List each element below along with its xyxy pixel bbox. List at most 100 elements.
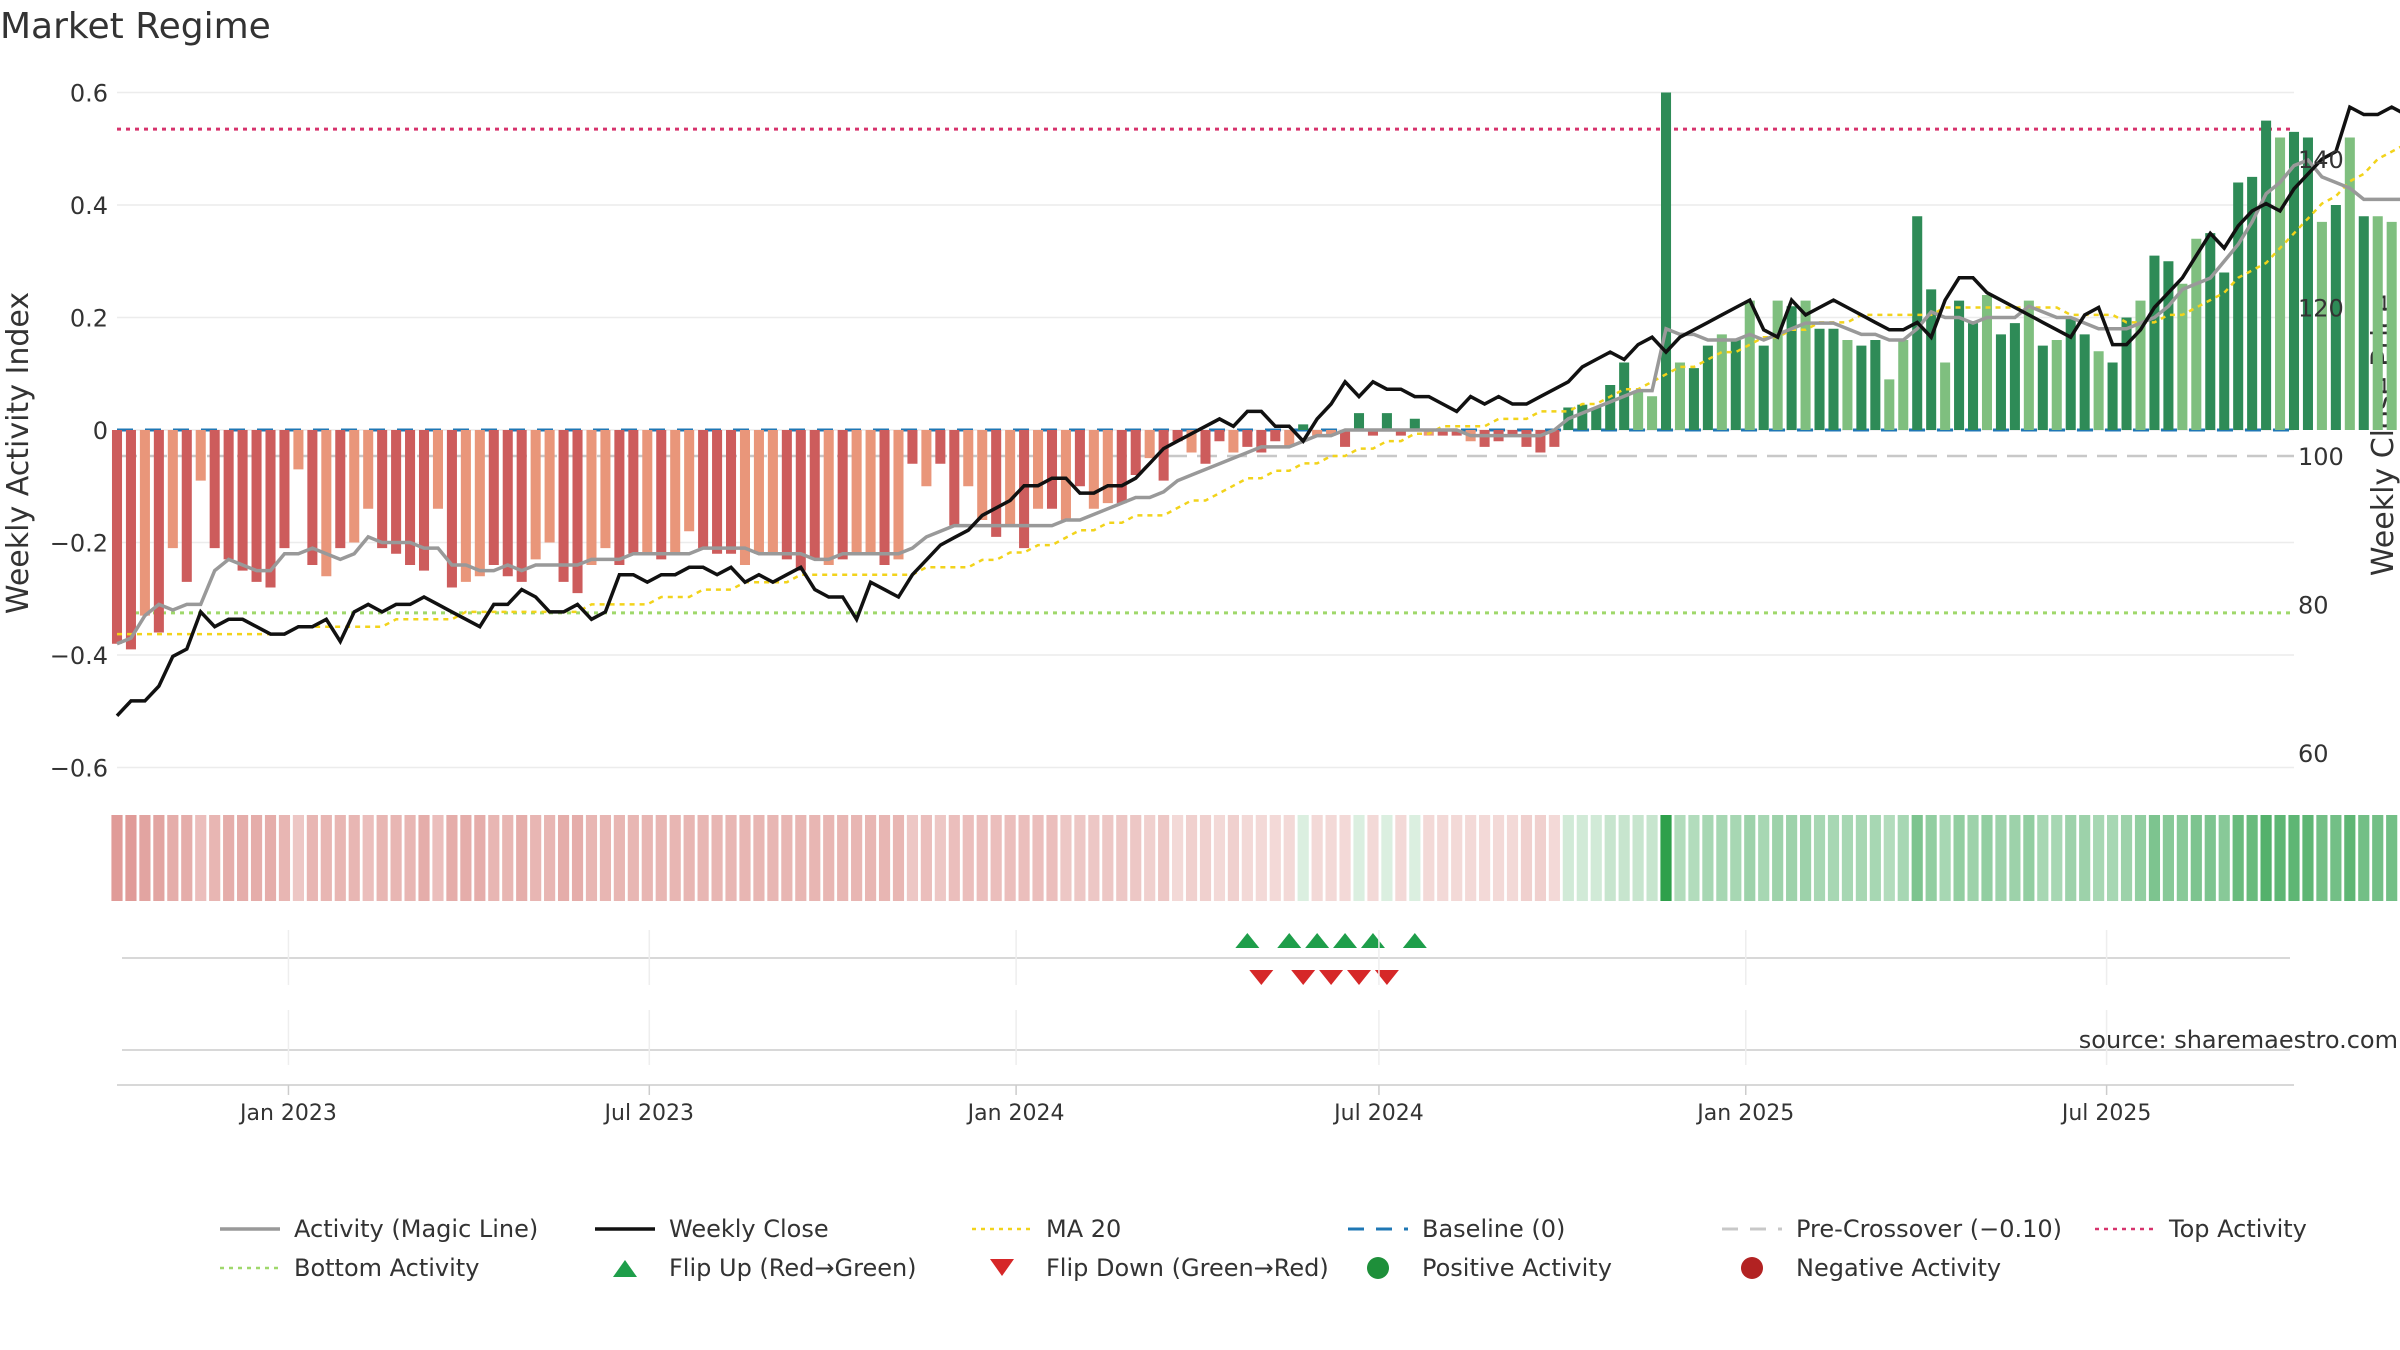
activity-bar <box>1046 430 1058 509</box>
activity-bar <box>1660 92 1672 430</box>
activity-bar <box>1479 430 1490 447</box>
left-tick-label: 0.4 <box>70 192 108 220</box>
flip-down-marker <box>1374 970 1399 985</box>
heat-cell <box>2065 815 2077 901</box>
activity-bar <box>1158 430 1169 481</box>
activity-bar <box>739 430 751 565</box>
activity-bar <box>1033 430 1044 509</box>
activity-bar <box>2358 216 2369 430</box>
chart-title: Market Regime <box>0 6 271 47</box>
activity-bar <box>391 430 402 554</box>
date-tick-label: Jul 2025 <box>2060 1101 2152 1126</box>
flip-down-icon <box>990 1259 1014 1276</box>
activity-bar <box>1856 345 1867 430</box>
heat-cell <box>1158 815 1170 901</box>
heat-cell <box>1311 815 1323 901</box>
flip-up-marker <box>1277 933 1302 948</box>
heat-cell <box>823 815 835 901</box>
heat-cell <box>181 815 193 901</box>
activity-bar <box>2330 205 2341 430</box>
heat-cell <box>1590 815 1602 901</box>
activity-bar <box>628 430 639 554</box>
legend-label: Weekly Close <box>669 1215 829 1243</box>
heat-cell <box>1381 815 1393 901</box>
activity-bar <box>139 430 150 616</box>
activity-bar <box>1842 340 1853 430</box>
heat-cell <box>2037 815 2049 901</box>
right-tick-label: 120 <box>2298 295 2344 323</box>
legend-label: Baseline (0) <box>1422 1215 1565 1243</box>
heat-cell <box>1451 815 1463 901</box>
heat-cell <box>292 815 304 901</box>
activity-bar <box>1019 430 1030 549</box>
activity-bar <box>502 430 513 577</box>
heat-cell <box>376 815 388 901</box>
activity-bar <box>1507 430 1518 436</box>
heat-cell <box>697 815 709 901</box>
activity-bar <box>558 430 569 582</box>
legend-label: Bottom Activity <box>294 1254 479 1282</box>
heat-cell <box>1116 815 1128 901</box>
heat-cell <box>516 815 528 901</box>
heat-cell <box>1492 815 1505 901</box>
date-tick-label: Jul 2023 <box>603 1101 695 1126</box>
activity-bar <box>851 430 862 554</box>
heat-cell <box>1674 815 1686 901</box>
activity-bar <box>1926 289 1937 430</box>
heat-cell <box>2358 815 2370 901</box>
heat-cell <box>739 815 751 901</box>
heat-cell <box>1185 815 1198 901</box>
date-tick-label: Jan 2025 <box>1695 1101 1794 1126</box>
heat-cell <box>2079 815 2091 901</box>
date-tick-label: Jan 2024 <box>966 1101 1065 1126</box>
activity-bar <box>1870 340 1881 430</box>
heat-cell <box>1241 815 1253 901</box>
heat-cell <box>864 815 877 901</box>
activity-bars <box>111 92 2397 650</box>
heat-cell <box>557 815 570 901</box>
activity-bar <box>418 430 430 571</box>
activity-bar <box>1088 430 1099 509</box>
heat-cell <box>418 815 430 901</box>
heat-cell <box>2204 815 2216 901</box>
heat-cell <box>446 815 458 901</box>
flip-up-marker <box>1402 933 1427 948</box>
heat-cell <box>2134 815 2147 901</box>
activity-bar <box>2233 182 2244 430</box>
activity-bar <box>2316 221 2327 430</box>
heat-cell <box>655 815 667 901</box>
activity-bar <box>1954 300 1965 430</box>
heat-cell <box>683 815 695 901</box>
activity-bar <box>865 430 876 554</box>
activity-bar <box>2205 233 2216 430</box>
left-tick-label: −0.4 <box>50 642 108 670</box>
left-axis-ticks: 0.6 0.4 0.2 0 −0.2 −0.4 −0.6 <box>50 80 108 783</box>
heat-cell <box>2023 815 2035 901</box>
heat-cell <box>1465 815 1477 901</box>
activity-bar <box>251 430 262 582</box>
heat-cell <box>753 815 765 901</box>
activity-bar <box>223 430 234 560</box>
activity-bar <box>698 430 709 549</box>
flip-down-marker <box>1347 970 1372 985</box>
flip-down-marker <box>1291 970 1316 985</box>
activity-bar <box>823 430 834 565</box>
heat-cell <box>1995 815 2007 901</box>
activity-bar <box>1786 306 1797 430</box>
activity-bar <box>2093 351 2104 430</box>
date-tick-label: Jul 2024 <box>1332 1101 1424 1126</box>
source-label: source: sharemaestro.com <box>2079 1026 2398 1054</box>
heat-cell <box>934 815 946 901</box>
heat-cell <box>962 815 974 901</box>
heat-cell <box>2372 815 2384 901</box>
heat-cell <box>362 815 374 901</box>
left-axis-label: Weekly Activity Index <box>1 292 36 614</box>
heat-cell <box>139 815 151 901</box>
heat-cell <box>641 815 653 901</box>
heat-cell <box>502 815 514 901</box>
heat-cell <box>153 815 165 901</box>
heat-cell <box>2176 815 2188 901</box>
date-tick-label: Jan 2023 <box>238 1101 337 1126</box>
activity-bar <box>335 430 346 549</box>
heat-cell <box>1353 815 1365 901</box>
